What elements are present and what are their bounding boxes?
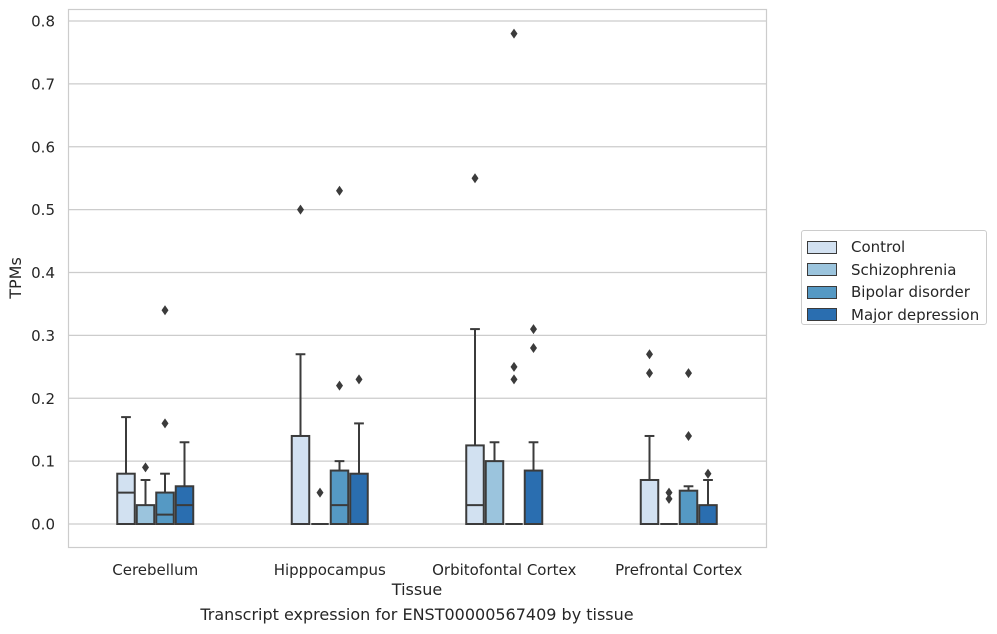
y-tick-label: 0.0 xyxy=(31,516,55,534)
legend-swatch-control xyxy=(807,240,837,254)
x-axis-label: Tissue xyxy=(391,580,442,599)
legend-item-control: Control xyxy=(807,236,986,259)
x-axis-ticks: Cerebellum Hipppocampus Orbitofontal Corte… xyxy=(112,561,742,579)
outlier-point xyxy=(161,418,169,429)
outlier-point xyxy=(665,493,673,504)
outlier-point xyxy=(646,349,653,360)
legend-swatch-schizophrenia xyxy=(807,263,837,277)
legend-label-bipolar-disorder: Bipolar disorder xyxy=(851,283,970,302)
box-hipppocampus-bipolar-disorder xyxy=(329,185,350,525)
box-iqr xyxy=(155,491,175,525)
legend-item-bipolar-disorder: Bipolar disorder xyxy=(807,281,986,304)
box-iqr xyxy=(135,504,156,526)
x-tick-label-orbitofontal-cortex: Orbitofontal Cortex xyxy=(432,561,576,579)
y-tick-label: 0.3 xyxy=(31,327,55,345)
plot-frame xyxy=(67,8,768,549)
legend-label-control: Control xyxy=(851,238,906,257)
box-hipppocampus-schizophrenia xyxy=(311,487,329,525)
outlier-point xyxy=(316,487,324,498)
legend-label-major-depression: Major depression xyxy=(851,305,980,324)
outlier-point xyxy=(336,380,343,391)
box-iqr xyxy=(484,460,505,525)
box-iqr xyxy=(678,489,699,525)
x-tick-label-cerebellum: Cerebellum xyxy=(112,561,198,579)
outlier-point xyxy=(161,305,169,316)
y-tick-label: 0.5 xyxy=(31,201,55,219)
outlier-point xyxy=(685,368,692,379)
box-orbitofontal-cortex-control xyxy=(465,173,485,525)
box-iqr xyxy=(639,478,660,525)
box-iqr xyxy=(116,472,136,526)
plot-marks xyxy=(116,28,718,526)
box-iqr xyxy=(349,472,369,526)
box-hipppocampus-major-depression xyxy=(349,374,369,526)
box-orbitofontal-cortex-major-depression xyxy=(523,324,544,525)
box-prefrontal-cortex-schizophrenia xyxy=(660,487,678,525)
legend-label-schizophrenia: Schizophrenia xyxy=(851,260,957,279)
outlier-point xyxy=(665,487,673,498)
y-tick-label: 0.6 xyxy=(31,138,55,156)
box-iqr xyxy=(329,469,350,525)
box-cerebellum-major-depression xyxy=(174,441,195,525)
x-tick-label-hipppocampus: Hipppocampus xyxy=(274,561,386,579)
outlier-point xyxy=(530,342,537,353)
outlier-point xyxy=(646,368,653,379)
outlier-point xyxy=(510,361,518,372)
box-orbitofontal-cortex-schizophrenia xyxy=(484,441,505,525)
box-hipppocampus-control xyxy=(290,204,311,526)
legend-swatch-bipolar-disorder xyxy=(807,285,837,299)
y-tick-label: 0.7 xyxy=(31,75,55,93)
y-tick-label: 0.1 xyxy=(31,453,55,471)
y-tick-label: 0.2 xyxy=(31,390,55,408)
y-axis-ticks: 0.0 0.1 0.2 0.3 0.4 0.5 0.6 0.7 0.8 xyxy=(31,13,55,534)
outlier-point xyxy=(471,173,479,184)
gridlines xyxy=(68,20,766,525)
box-cerebellum-bipolar-disorder xyxy=(155,305,175,525)
outlier-point xyxy=(297,204,304,215)
outlier-point xyxy=(704,468,712,479)
y-tick-label: 0.4 xyxy=(31,264,55,282)
outlier-point xyxy=(530,324,537,335)
outlier-point xyxy=(142,462,149,473)
chart-caption: Transcript expression for ENST0000056740… xyxy=(200,605,634,624)
box-prefrontal-cortex-major-depression xyxy=(698,468,718,526)
x-tick-label-prefrontal-cortex: Prefrontal Cortex xyxy=(615,561,742,579)
y-tick-label: 0.8 xyxy=(31,13,55,31)
box-iqr xyxy=(465,444,485,525)
outlier-point xyxy=(510,28,518,39)
box-prefrontal-cortex-bipolar-disorder xyxy=(678,368,699,525)
box-iqr xyxy=(698,504,718,526)
box-cerebellum-schizophrenia xyxy=(135,462,156,526)
legend: Control Schizophrenia Bipolar disorder M… xyxy=(801,230,987,325)
outlier-point xyxy=(336,185,343,196)
legend-item-schizophrenia: Schizophrenia xyxy=(807,259,986,282)
outlier-point xyxy=(510,374,518,385)
y-axis-label: TPMs xyxy=(6,257,25,300)
box-prefrontal-cortex-control xyxy=(639,349,660,525)
outlier-point xyxy=(355,374,363,385)
legend-item-major-depression: Major depression xyxy=(807,304,986,327)
box-cerebellum-control xyxy=(116,416,136,526)
box-iqr xyxy=(290,434,311,526)
box-orbitofontal-cortex-bipolar-disorder xyxy=(505,28,523,525)
outlier-point xyxy=(685,430,692,441)
legend-swatch-major-depression xyxy=(807,308,837,322)
box-iqr xyxy=(523,469,544,525)
